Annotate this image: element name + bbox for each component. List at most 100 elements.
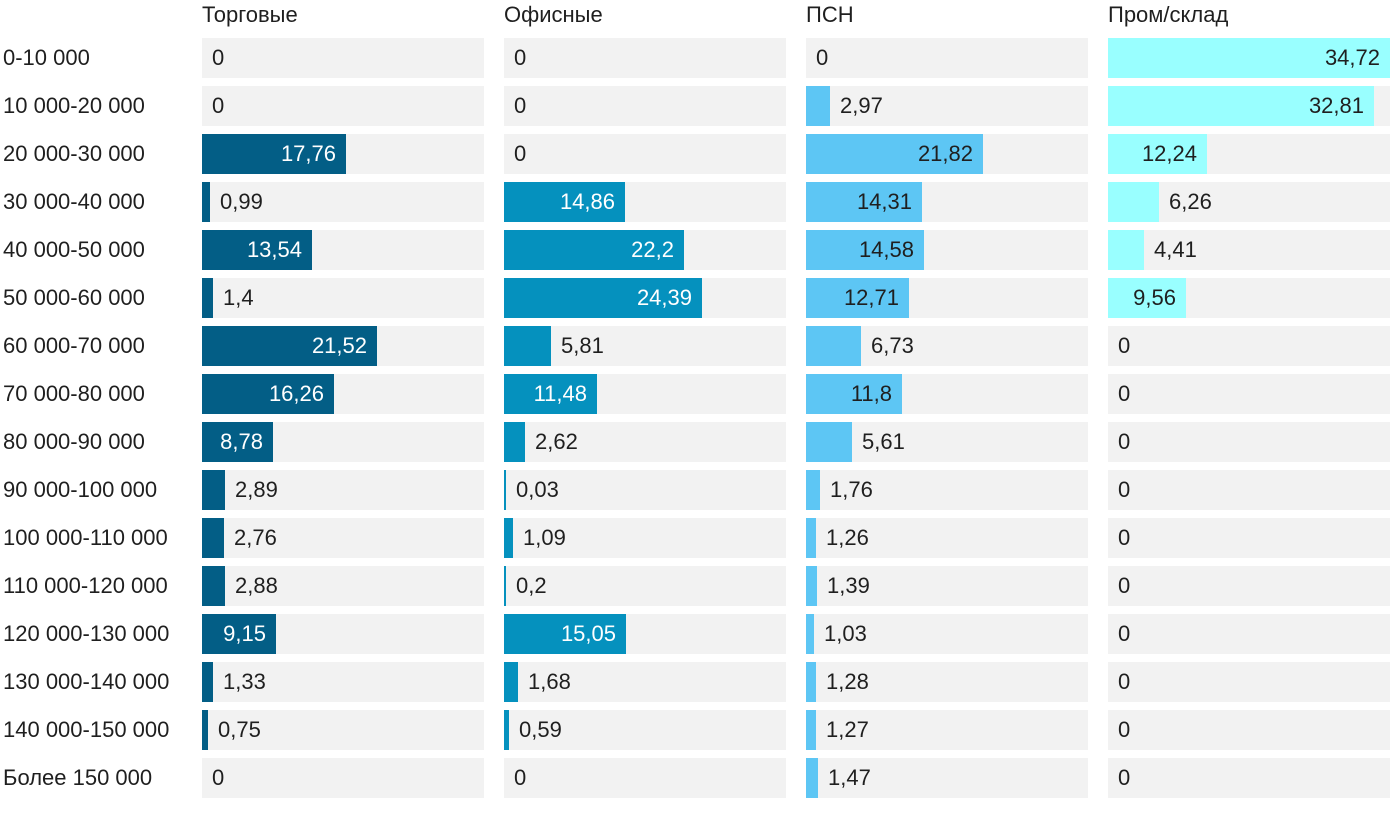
series-title: ПСН xyxy=(806,2,854,27)
data-label: 1,33 xyxy=(223,669,266,694)
bar xyxy=(1108,278,1186,318)
category-label: 100 000-110 000 xyxy=(3,525,168,550)
bar xyxy=(504,470,506,510)
bar-track: 11,8 xyxy=(806,374,1088,414)
bar-track: 6,26 xyxy=(1108,182,1390,222)
bar xyxy=(504,230,684,270)
category-label: 130 000-140 000 xyxy=(3,669,170,694)
bar xyxy=(202,662,213,702)
bar xyxy=(202,470,225,510)
bar-track: 13,54 xyxy=(202,230,484,270)
bar-track: 1,76 xyxy=(806,470,1088,510)
bar-track: 0 xyxy=(1108,758,1390,798)
data-label: 0 xyxy=(1118,573,1131,598)
bar xyxy=(1108,182,1159,222)
bar xyxy=(202,182,210,222)
bar-track: 0,2 xyxy=(504,566,786,606)
data-label: 1,26 xyxy=(826,525,869,550)
data-label: 0 xyxy=(1118,669,1131,694)
bar-track: 0 xyxy=(1108,422,1390,462)
data-label: 2,62 xyxy=(535,429,578,454)
bar-track: 9,15 xyxy=(202,614,484,654)
bar-track: 21,52 xyxy=(202,326,484,366)
data-label: 11,8 xyxy=(850,381,892,406)
data-label: 6,73 xyxy=(871,333,914,358)
data-label: 0,75 xyxy=(218,717,261,742)
bar-track: 12,24 xyxy=(1108,134,1390,174)
bar-track: 14,31 xyxy=(806,182,1088,222)
bar-track: 9,56 xyxy=(1108,278,1390,318)
bar-track: 0 xyxy=(1108,470,1390,510)
data-label: 32,81 xyxy=(1308,93,1364,118)
data-label: 1,76 xyxy=(830,477,873,502)
data-label: 9,56 xyxy=(1133,285,1176,310)
series-title: Торговые xyxy=(202,2,298,27)
bar xyxy=(806,86,830,126)
category-label: 60 000-70 000 xyxy=(3,333,145,358)
category-label: 0-10 000 xyxy=(3,45,90,70)
bar xyxy=(806,182,922,222)
category-label: 70 000-80 000 xyxy=(3,381,145,406)
bar xyxy=(806,614,814,654)
bar-track: 1,09 xyxy=(504,518,786,558)
data-label: 1,47 xyxy=(828,765,871,790)
bar-track: 2,62 xyxy=(504,422,786,462)
category-label: 20 000-30 000 xyxy=(3,141,145,166)
bar-track: 1,68 xyxy=(504,662,786,702)
data-label: 14,31 xyxy=(856,189,912,214)
bar xyxy=(1108,230,1144,270)
bar xyxy=(504,566,506,606)
bar-track: 0 xyxy=(1108,614,1390,654)
data-label: 0 xyxy=(1118,477,1131,502)
bar-track: 0 xyxy=(504,134,786,174)
data-label: 1,68 xyxy=(528,669,571,694)
data-label: 0,2 xyxy=(516,573,547,598)
bar xyxy=(504,422,525,462)
data-label: 0 xyxy=(1118,429,1131,454)
bar xyxy=(504,278,702,318)
bar-track: 16,26 xyxy=(202,374,484,414)
data-label: 0 xyxy=(514,93,527,118)
category-label: 40 000-50 000 xyxy=(3,237,145,262)
data-label: 1,27 xyxy=(826,717,869,742)
data-label: 4,41 xyxy=(1154,237,1197,262)
bar xyxy=(1108,134,1207,174)
bar-track: 1,39 xyxy=(806,566,1088,606)
data-label: 0 xyxy=(514,45,527,70)
data-label: 1,39 xyxy=(827,573,870,598)
data-label: 9,15 xyxy=(223,621,266,646)
bar-track: 0 xyxy=(1108,326,1390,366)
bar-track: 0 xyxy=(1108,566,1390,606)
bar xyxy=(504,326,551,366)
bar xyxy=(806,710,816,750)
data-label: 12,24 xyxy=(1141,141,1197,166)
data-label: 13,54 xyxy=(246,237,302,262)
data-label: 1,09 xyxy=(523,525,566,550)
bar-track: 2,88 xyxy=(202,566,484,606)
bar-track: 12,71 xyxy=(806,278,1088,318)
bar xyxy=(806,422,852,462)
bar xyxy=(202,134,346,174)
bar xyxy=(202,614,276,654)
bar xyxy=(806,278,909,318)
bar-track: 0 xyxy=(1108,710,1390,750)
data-label: 15,05 xyxy=(560,621,616,646)
data-label: 2,97 xyxy=(840,93,883,118)
data-label: 0 xyxy=(1118,333,1131,358)
data-label: 0 xyxy=(1118,717,1131,742)
bar-track: 17,76 xyxy=(202,134,484,174)
bar-track: 2,97 xyxy=(806,86,1088,126)
bar-track: 0 xyxy=(1108,374,1390,414)
category-label: 10 000-20 000 xyxy=(3,93,145,118)
series-title: Пром/склад xyxy=(1108,2,1229,27)
bar-track: 0 xyxy=(1108,518,1390,558)
bar-track: 0,99 xyxy=(202,182,484,222)
bar xyxy=(504,518,513,558)
data-label: 0,99 xyxy=(220,189,263,214)
bar xyxy=(202,374,334,414)
bar-track: 8,78 xyxy=(202,422,484,462)
bar xyxy=(806,230,924,270)
data-label: 0 xyxy=(212,765,225,790)
bar-track: 14,86 xyxy=(504,182,786,222)
